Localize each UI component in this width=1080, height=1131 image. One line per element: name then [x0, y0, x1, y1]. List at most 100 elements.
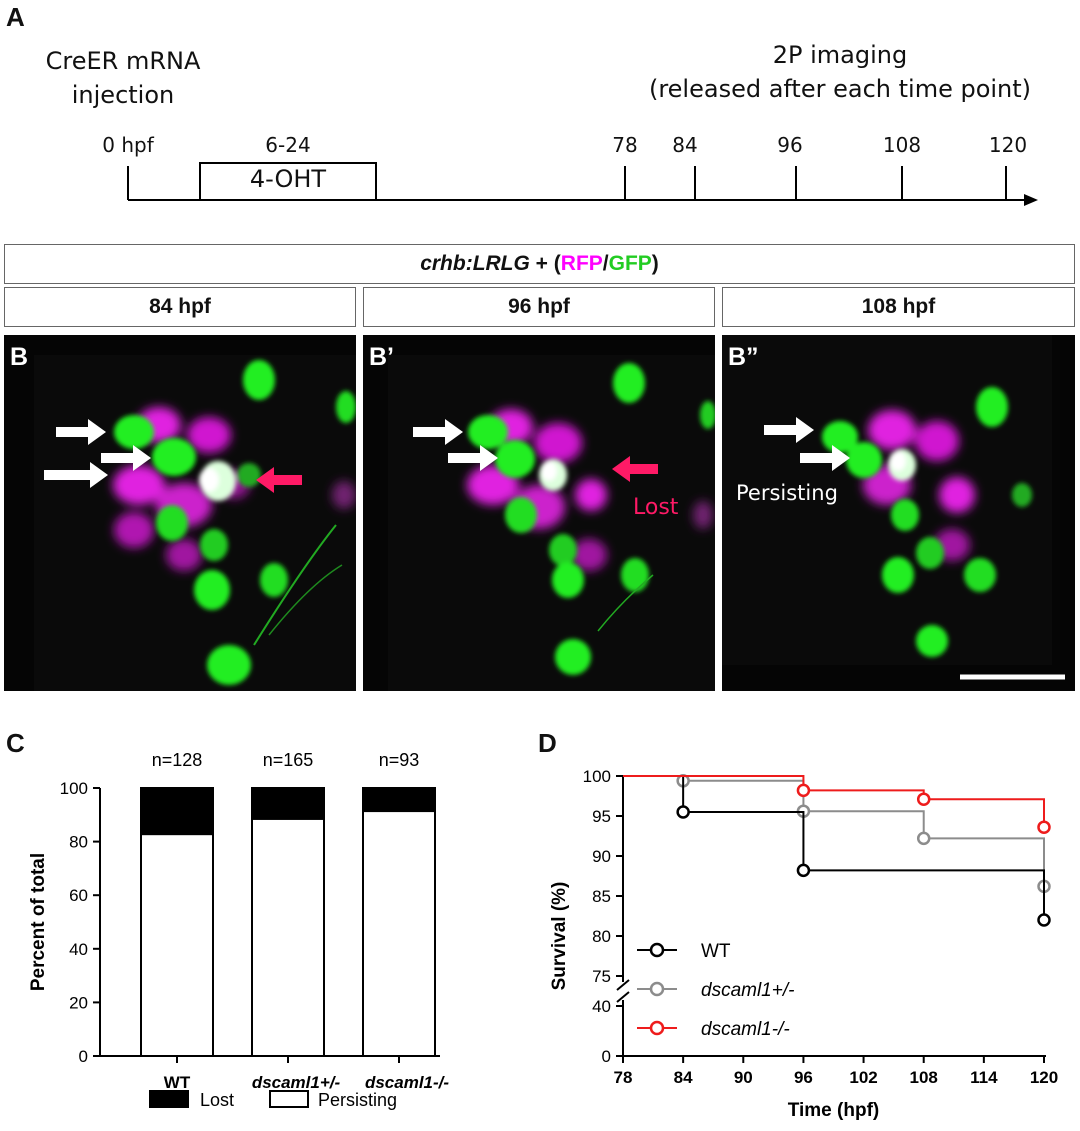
legend-label-2: dscaml1-/-: [701, 1019, 790, 1040]
survival-line-0: [623, 775, 1045, 920]
x-axis-title: Time (hpf): [788, 1100, 879, 1121]
legend-marker-2: [649, 1020, 665, 1036]
timepoint-box-96: 96 hpf: [363, 287, 715, 327]
y-tick-label: 95: [592, 807, 611, 826]
imaging-label-line1: 2P imaging: [772, 41, 908, 69]
timepoint-box-84: 84 hpf: [4, 287, 356, 327]
survival-point-2: [1037, 820, 1051, 834]
chart-d-survival-curve: 75 80 85 90 95 100 0 40 78 84 90 96 102 108 114 120 Time…: [549, 767, 1058, 1121]
injection-label-line1: CreER mRNA: [45, 47, 201, 75]
bar-lost-2: [362, 787, 436, 813]
survival-point-1: [916, 831, 931, 846]
y-axis-title: Survival (%): [549, 882, 570, 991]
bar-lost-1: [251, 787, 325, 820]
banner-suffix: ): [651, 252, 659, 275]
x-tick-label: 102: [849, 1068, 877, 1087]
rfp-label: RFP: [560, 252, 603, 275]
y-tick-label: 80: [592, 927, 611, 946]
y-tick-label: 0: [602, 1047, 611, 1066]
legend-lost-swatch: [149, 1090, 189, 1108]
genotype-banner: crhb:LRLG + (RFP/GFP): [4, 244, 1075, 284]
banner-mid: + (: [529, 252, 561, 275]
bar-persisting-1: [251, 817, 325, 1057]
panel-c-letter: C: [6, 728, 25, 758]
x-tick-label: 78: [614, 1068, 633, 1087]
x-tick-label: 96: [794, 1068, 813, 1087]
white-arrow-top: [413, 419, 463, 445]
injection-label: CreER mRNA injection: [28, 44, 218, 112]
y-tick-label: 40: [592, 997, 611, 1016]
bar-lost-0: [140, 787, 214, 836]
window-range-label: 6-24: [265, 133, 311, 157]
y-tick-label: 20: [69, 993, 88, 1012]
panel-b-prime-letter: B’: [369, 343, 394, 371]
x-tick-label-0: WT: [164, 1073, 191, 1092]
y-tick-label: 40: [69, 940, 88, 959]
n-label-0: n=128: [152, 750, 203, 770]
axis-break-mark: [616, 991, 630, 1003]
panel-b-letter: B: [10, 343, 29, 371]
survival-point-0: [1037, 913, 1051, 927]
survival-point-2: [916, 792, 931, 806]
white-arrow-top: [764, 417, 814, 443]
survival-point-0: [676, 805, 690, 819]
white-arrow-top: [56, 419, 106, 445]
y-tick-label: 90: [592, 847, 611, 866]
panel-a-letter: A: [6, 2, 25, 32]
imaging-label-line2: (released after each time point): [648, 75, 1032, 103]
legend-marker-0: [649, 942, 665, 958]
x-tick-label: 90: [734, 1068, 753, 1087]
y-tick-label: 85: [592, 887, 611, 906]
y-tick-label: 100: [60, 779, 88, 798]
y-tick-label: 75: [592, 967, 611, 986]
white-arrow-bottom: [448, 445, 498, 471]
tick-label-0: 0 hpf: [102, 133, 154, 157]
micrograph-108hpf-image: [722, 335, 1065, 680]
white-arrow-bottom: [800, 445, 850, 471]
lost-label: Lost: [633, 495, 679, 520]
imaging-label: 2P imaging (released after each time poi…: [620, 38, 1060, 106]
axis-break-mark: [616, 979, 630, 991]
tick-label-84: 84: [672, 133, 698, 157]
micrograph-84hpf-image: [34, 355, 356, 691]
x-tick-label: 120: [1030, 1068, 1058, 1087]
n-label-1: n=165: [263, 750, 314, 770]
survival-point-0: [796, 863, 811, 878]
y-tick-label: 60: [69, 886, 88, 905]
persisting-label: Persisting: [736, 481, 838, 505]
tick-label-108: 108: [882, 133, 922, 157]
x-tick-label-1: dscaml1+/-: [252, 1073, 341, 1092]
x-tick-label: 114: [970, 1068, 998, 1087]
lost-cell-arrow: [612, 456, 658, 482]
banner-slash: /: [602, 252, 609, 275]
y-tick-label: 100: [583, 767, 611, 786]
lost-cell-arrow: [256, 467, 302, 493]
y-tick-label: 80: [69, 833, 88, 852]
gfp-label: GFP: [608, 252, 652, 275]
micrograph-96hpf-image: [388, 355, 715, 691]
y-axis-title: Percent of total: [28, 853, 49, 991]
legend-persisting-label: Persisting: [318, 1090, 397, 1110]
survival-line-2: [623, 775, 1045, 828]
4-oht-window-label: 4-OHT: [249, 165, 327, 193]
tick-label-96: 96: [777, 133, 803, 157]
transgene-name: crhb:LRLG: [420, 252, 530, 275]
legend-lost-label: Lost: [200, 1090, 234, 1110]
micrograph-84hpf: B: [4, 335, 356, 691]
legend-persisting-swatch: [269, 1090, 309, 1108]
tick-label-78: 78: [612, 133, 638, 157]
survival-point-2: [796, 783, 811, 798]
panel-d-letter: D: [538, 728, 557, 758]
legend-marker-1: [649, 981, 665, 997]
n-label-2: n=93: [379, 750, 420, 770]
white-arrow-bottom: [101, 445, 151, 471]
legend-label-1: dscaml1+/-: [701, 980, 794, 1001]
timeline-axis: [127, 162, 1038, 206]
chart-c-stacked-bar: 0 20 40 60 80 100 Percent of total n=128 WT n=165…: [28, 750, 449, 1110]
injection-label-line2: injection: [71, 81, 175, 109]
micrograph-108hpf: Persisting B”: [722, 335, 1075, 691]
legend-label-0: WT: [701, 941, 731, 962]
y-tick-label: 0: [79, 1047, 88, 1066]
panel-b-double-prime-letter: B”: [728, 343, 759, 371]
timepoint-box-108: 108 hpf: [722, 287, 1075, 327]
